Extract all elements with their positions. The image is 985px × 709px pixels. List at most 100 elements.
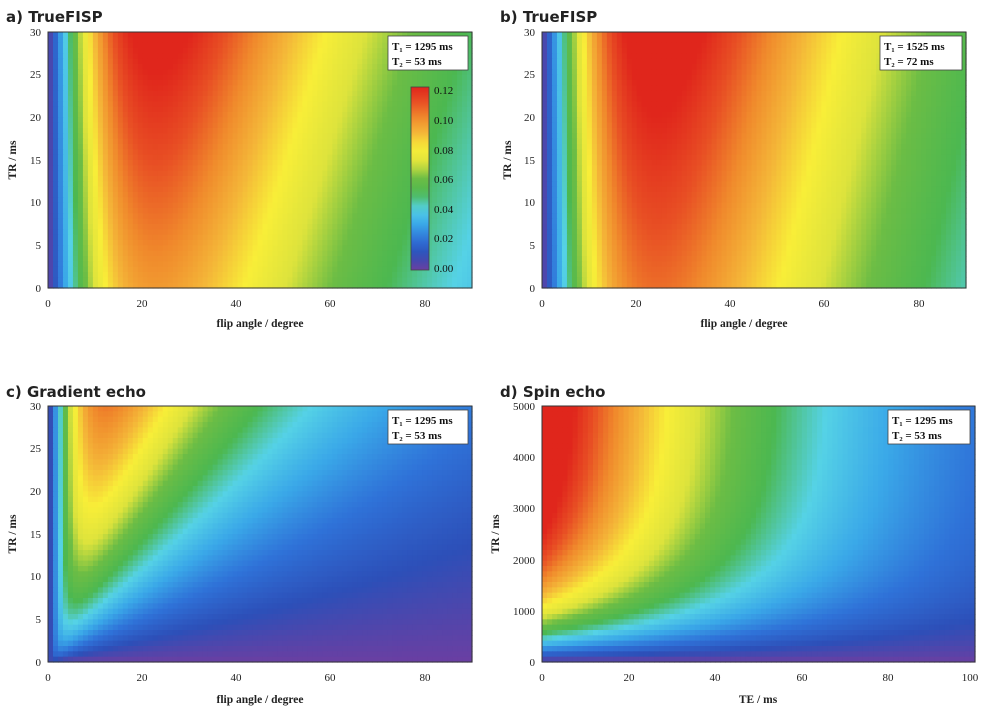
heatmap-cell (282, 266, 289, 273)
heatmap-cell (177, 213, 184, 220)
heatmap-cell (447, 154, 453, 161)
heatmap-cell (347, 208, 353, 214)
heatmap-cell (302, 85, 308, 92)
heatmap-cell (132, 234, 139, 241)
heatmap-cell (851, 48, 857, 54)
heatmap-cell (127, 170, 134, 177)
heatmap-cell (287, 224, 294, 230)
heatmap-cell (217, 245, 224, 252)
heatmap-cell (776, 74, 783, 81)
heatmap-cell (796, 53, 802, 60)
heatmap-cell (936, 69, 942, 76)
heatmap-cell (107, 181, 114, 188)
heatmap-cell (272, 42, 279, 49)
heatmap-cell (716, 69, 723, 76)
heatmap-cell (237, 256, 244, 262)
heatmap-cell (377, 80, 383, 86)
heatmap-cell (392, 197, 398, 204)
heatmap-cell (432, 90, 438, 97)
heatmap-cell (52, 32, 59, 38)
heatmap-cell (282, 170, 289, 177)
heatmap-cell (851, 58, 857, 65)
heatmap-cell (621, 69, 628, 76)
heatmap-cell (806, 74, 812, 81)
heatmap-cell (82, 133, 89, 140)
heatmap-cell (926, 80, 932, 86)
heatmap-cell (62, 117, 69, 124)
heatmap-cell (367, 160, 373, 166)
heatmap-cell (327, 160, 333, 166)
heatmap-cell (137, 90, 144, 97)
heatmap-cell (387, 245, 393, 252)
heatmap-cell (237, 261, 244, 268)
heatmap-cell (172, 154, 179, 161)
heatmap-cell (576, 64, 583, 70)
heatmap-cell (252, 261, 259, 268)
heatmap-cell (217, 176, 224, 182)
heatmap-cell (52, 149, 59, 156)
heatmap-cell (212, 192, 219, 198)
heatmap-cell (566, 74, 573, 81)
heatmap-cell (621, 32, 628, 38)
heatmap-cell (77, 192, 84, 198)
heatmap-cell (212, 90, 219, 97)
heatmap-cell (811, 74, 817, 81)
heatmap-cell (726, 69, 733, 76)
heatmap-cell (387, 261, 393, 268)
heatmap-cell (437, 266, 443, 273)
heatmap-cell (277, 149, 284, 156)
heatmap-cell (112, 42, 119, 49)
heatmap-cell (457, 208, 463, 214)
heatmap-cell (72, 42, 79, 49)
heatmap-cell (387, 69, 393, 76)
heatmap-cell (137, 37, 144, 44)
heatmap-cell (322, 80, 328, 86)
heatmap-cell (432, 192, 438, 198)
heatmap-cell (242, 80, 249, 86)
heatmap-cell (636, 80, 643, 86)
heatmap-cell (177, 101, 184, 108)
heatmap-cell (122, 240, 129, 246)
heatmap-cell (187, 85, 194, 92)
heatmap-cell (392, 32, 398, 38)
heatmap-cell (62, 160, 69, 166)
heatmap-cell (626, 48, 633, 54)
heatmap-cell (182, 85, 189, 92)
heatmap-cell (362, 58, 368, 65)
heatmap-cell (821, 74, 827, 81)
heatmap-cell (661, 42, 668, 49)
heatmap-cell (277, 117, 284, 124)
heatmap-cell (367, 144, 373, 150)
heatmap-cell (292, 53, 299, 60)
heatmap-cell (252, 80, 259, 86)
heatmap-cell (392, 218, 398, 225)
heatmap-cell (257, 144, 264, 150)
heatmap-cell (292, 229, 299, 236)
heatmap-cell (317, 277, 323, 284)
heatmap-cell (701, 74, 708, 81)
heatmap-cell (646, 37, 653, 44)
heatmap-cell (447, 117, 453, 124)
heatmap-cell (177, 192, 184, 198)
heatmap-cell (836, 64, 842, 70)
heatmap-cell (152, 90, 159, 97)
heatmap-cell (297, 240, 303, 246)
heatmap-cell (342, 101, 348, 108)
heatmap-cell (302, 234, 308, 241)
heatmap-cell (122, 197, 129, 204)
heatmap-cell (102, 160, 109, 166)
heatmap-cell (621, 42, 628, 49)
heatmap-cell (207, 170, 214, 177)
heatmap-cell (72, 197, 79, 204)
heatmap-cell (262, 64, 269, 70)
heatmap-cell (322, 128, 328, 134)
heatmap-cell (182, 37, 189, 44)
heatmap-cell (232, 229, 239, 236)
heatmap-cell (322, 69, 328, 76)
heatmap-cell (52, 186, 59, 193)
heatmap-cell (227, 149, 234, 156)
heatmap-cell (182, 149, 189, 156)
heatmap-cell (297, 234, 303, 241)
heatmap-cell (342, 106, 348, 113)
heatmap-cell (337, 85, 343, 92)
